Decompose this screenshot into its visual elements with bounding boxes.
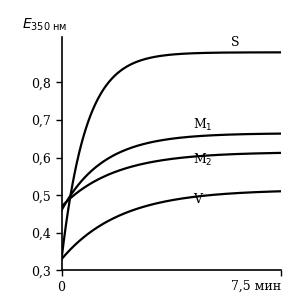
Text: S: S — [231, 36, 240, 49]
Text: M$_2$: M$_2$ — [193, 152, 213, 168]
Text: V: V — [193, 193, 202, 206]
Text: M$_1$: M$_1$ — [193, 117, 213, 133]
Text: 7,5 мин: 7,5 мин — [231, 280, 281, 293]
Text: $E_{350\ \mathrm{нм}}$: $E_{350\ \mathrm{нм}}$ — [22, 16, 67, 33]
